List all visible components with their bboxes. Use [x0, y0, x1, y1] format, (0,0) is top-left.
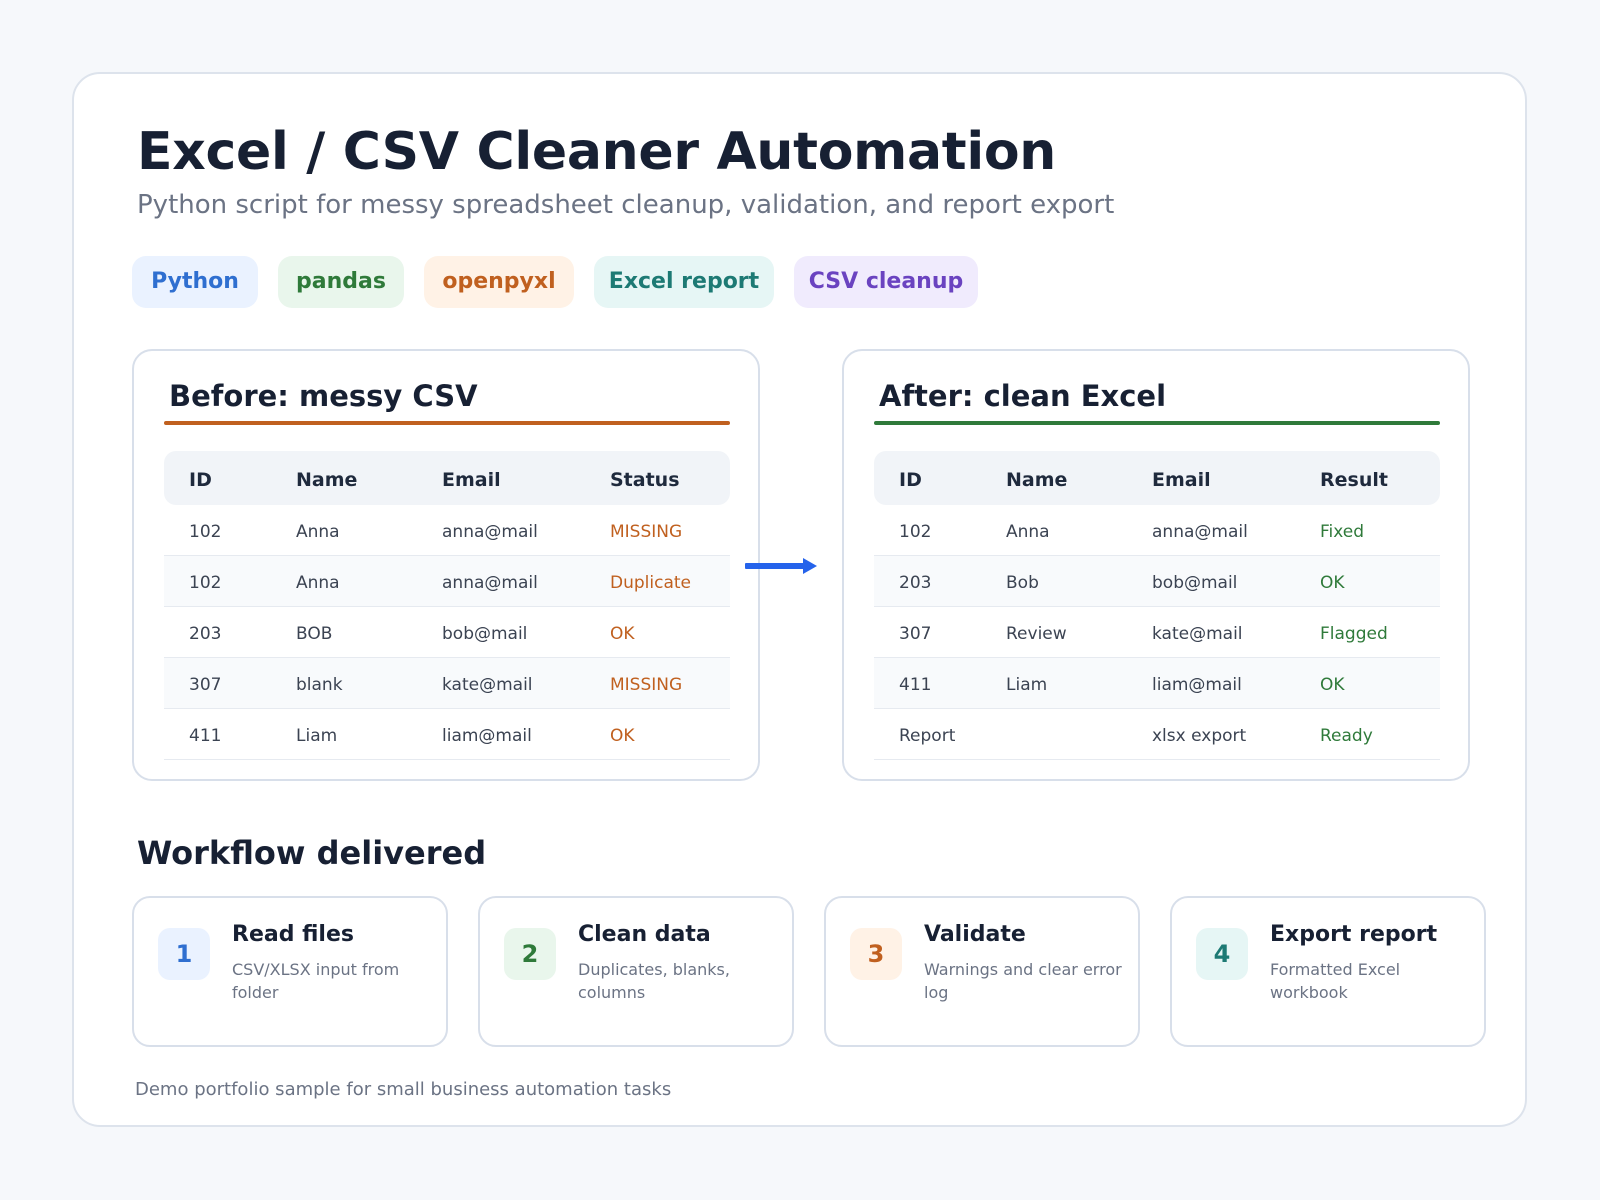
cell-email: anna@mail — [442, 522, 538, 542]
cell-name: Review — [1006, 624, 1067, 644]
cell-status: OK — [610, 624, 635, 644]
cell-email: liam@mail — [442, 726, 532, 746]
cell-result: Flagged — [1320, 624, 1388, 644]
cell-result: Fixed — [1320, 522, 1365, 542]
table-header: ID Name Email Status — [164, 451, 730, 505]
cell-status: OK — [610, 726, 635, 746]
cell-id: 307 — [189, 675, 222, 695]
cell-email: kate@mail — [1152, 624, 1243, 644]
cell-status: MISSING — [610, 522, 683, 542]
cell-name: Anna — [296, 573, 340, 593]
tag-excel-report: Excel report — [594, 256, 774, 308]
step-title: Read files — [232, 922, 354, 947]
table-row: 102 Anna anna@mail Fixed — [874, 505, 1440, 556]
column-header-name: Name — [1006, 469, 1068, 491]
tag-python: Python — [132, 256, 258, 308]
step-number-badge: 2 — [504, 928, 556, 980]
step-number-badge: 3 — [850, 928, 902, 980]
cell-id: 411 — [899, 675, 932, 695]
cell-id: 102 — [899, 522, 932, 542]
page-title: Excel / CSV Cleaner Automation — [137, 122, 1057, 182]
cell-status: Duplicate — [610, 573, 691, 593]
flow-arrow-icon — [745, 558, 817, 574]
after-accent-rule — [874, 421, 1440, 425]
workflow-step-validate: 3 Validate Warnings and clear error log — [824, 896, 1140, 1047]
column-header-status: Status — [610, 469, 680, 491]
cell-name: blank — [296, 675, 343, 695]
column-header-id: ID — [899, 469, 922, 491]
cell-email: bob@mail — [442, 624, 528, 644]
cell-name: Liam — [296, 726, 338, 746]
cell-id: 102 — [189, 573, 222, 593]
cell-email: anna@mail — [1152, 522, 1248, 542]
tag-pandas: pandas — [278, 256, 404, 308]
cell-id: 411 — [189, 726, 222, 746]
workflow-step-read-files: 1 Read files CSV/XLSX input from folder — [132, 896, 448, 1047]
table-row: 203 BOB bob@mail OK — [164, 607, 730, 658]
tag-csv-cleanup: CSV cleanup — [794, 256, 978, 308]
step-number-badge: 1 — [158, 928, 210, 980]
tag-openpyxl: openpyxl — [424, 256, 574, 308]
column-header-id: ID — [189, 469, 212, 491]
table-row: 102 Anna anna@mail Duplicate — [164, 556, 730, 607]
cell-email: kate@mail — [442, 675, 533, 695]
before-panel: Before: messy CSV ID Name Email Status 1… — [132, 349, 760, 781]
cell-result: Ready — [1320, 726, 1373, 746]
step-description: Duplicates, blanks, columns — [578, 960, 730, 1002]
step-description: Warnings and clear error log — [924, 960, 1122, 1002]
table-row: 411 Liam liam@mail OK — [874, 658, 1440, 709]
cell-email: xlsx export — [1152, 726, 1247, 746]
column-header-result: Result — [1320, 469, 1388, 491]
page-subtitle: Python script for messy spreadsheet clea… — [137, 190, 1115, 220]
column-header-email: Email — [442, 469, 501, 491]
cell-id: 203 — [189, 624, 222, 644]
step-number-badge: 4 — [1196, 928, 1248, 980]
step-description: Formatted Excel workbook — [1270, 960, 1401, 1002]
workflow-title: Workflow delivered — [137, 834, 487, 872]
table-row: 307 Review kate@mail Flagged — [874, 607, 1440, 658]
cell-result: OK — [1320, 573, 1345, 593]
step-title: Validate — [924, 922, 1026, 947]
cell-name: Liam — [1006, 675, 1048, 695]
table-row: 411 Liam liam@mail OK — [164, 709, 730, 760]
table-row: Report xlsx export Ready — [874, 709, 1440, 760]
after-panel-title: After: clean Excel — [879, 379, 1167, 413]
cell-email: anna@mail — [442, 573, 538, 593]
table-row: 203 Bob bob@mail OK — [874, 556, 1440, 607]
cell-id: 307 — [899, 624, 932, 644]
cell-name: Bob — [1006, 573, 1039, 593]
cell-result: OK — [1320, 675, 1345, 695]
workflow-step-clean-data: 2 Clean data Duplicates, blanks, columns — [478, 896, 794, 1047]
before-table: ID Name Email Status 102 Anna anna@mail … — [164, 451, 730, 760]
workflow-step-export-report: 4 Export report Formatted Excel workbook — [1170, 896, 1486, 1047]
footer-note: Demo portfolio sample for small business… — [135, 1079, 672, 1100]
table-header: ID Name Email Result — [874, 451, 1440, 505]
cell-id: 102 — [189, 522, 222, 542]
cell-name: Anna — [296, 522, 340, 542]
cell-email: liam@mail — [1152, 675, 1242, 695]
table-row: 307 blank kate@mail MISSING — [164, 658, 730, 709]
cell-id: Report — [899, 726, 956, 746]
after-panel: After: clean Excel ID Name Email Result … — [842, 349, 1470, 781]
cell-status: MISSING — [610, 675, 683, 695]
column-header-email: Email — [1152, 469, 1211, 491]
before-panel-title: Before: messy CSV — [169, 379, 478, 413]
table-row: 102 Anna anna@mail MISSING — [164, 505, 730, 556]
column-header-name: Name — [296, 469, 358, 491]
step-description: CSV/XLSX input from folder — [232, 960, 400, 1002]
step-title: Export report — [1270, 922, 1438, 947]
cell-email: bob@mail — [1152, 573, 1238, 593]
after-table: ID Name Email Result 102 Anna anna@mail … — [874, 451, 1440, 760]
cell-id: 203 — [899, 573, 932, 593]
step-title: Clean data — [578, 922, 711, 947]
before-accent-rule — [164, 421, 730, 425]
cell-name: Anna — [1006, 522, 1050, 542]
cell-name: BOB — [296, 624, 333, 644]
